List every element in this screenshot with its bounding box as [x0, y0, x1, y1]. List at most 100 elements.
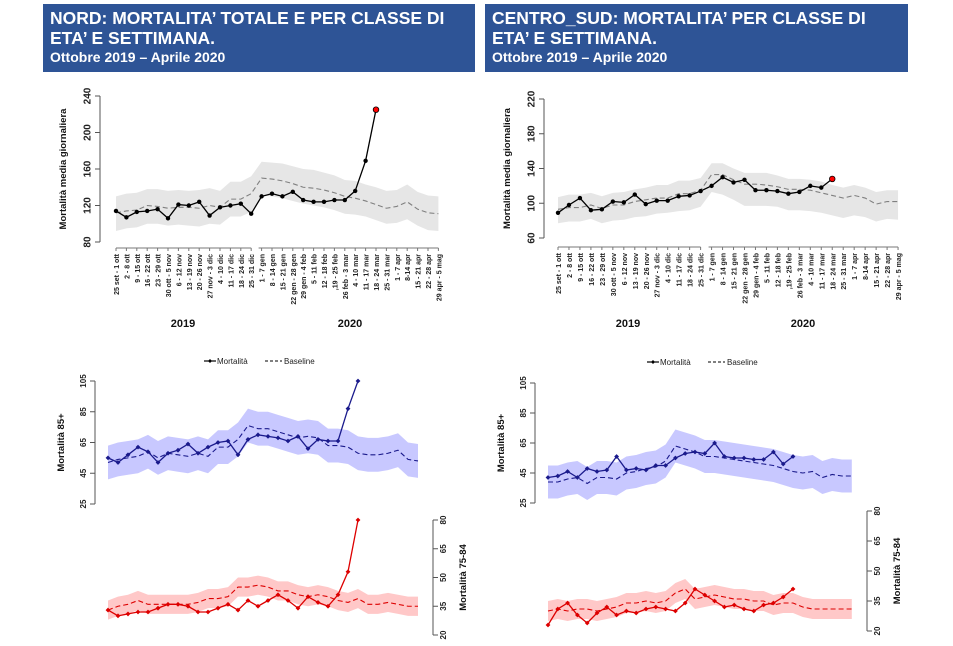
- y-tick-label: 240: [83, 87, 94, 104]
- confidence-band: [548, 579, 852, 621]
- mortality-point: [145, 609, 151, 615]
- mortality-point: [682, 451, 688, 456]
- mortality-point: [643, 467, 649, 473]
- mortality-point: [115, 613, 121, 619]
- confidence-band: [548, 429, 852, 500]
- x-category-label: 4 - 10 mar: [808, 253, 815, 286]
- mortality-point: [235, 452, 241, 458]
- mortality-point: [301, 197, 306, 203]
- mortality-point: [624, 467, 629, 473]
- mortality-point: [205, 444, 211, 450]
- y-tick-label: 160: [83, 160, 94, 177]
- mortality-point: [145, 208, 150, 214]
- mortality-point: [566, 202, 572, 208]
- mortality-point: [355, 378, 361, 384]
- mortality-point: [185, 603, 191, 609]
- x-category-label: 25 set - 1 ott: [114, 253, 121, 295]
- mortality-point: [195, 450, 201, 456]
- mortality-point: [790, 586, 796, 592]
- x-category-label: 5 - 11 feb: [764, 253, 771, 283]
- mortality-point: [325, 438, 331, 444]
- mortality-point: [742, 177, 747, 182]
- y-tick-label: 60: [527, 232, 538, 244]
- mortality-point: [654, 198, 659, 203]
- x-category-label: 9 - 15 ott: [578, 252, 585, 281]
- mortality-point: [722, 604, 727, 610]
- x-category-label: 22 gen - 28 gen: [742, 253, 749, 304]
- mortality-point: [751, 608, 757, 614]
- x-category-label: 23 - 29 ott: [600, 252, 607, 285]
- x-category-label: 2 - 8 ott: [567, 252, 574, 278]
- mortality-point: [355, 517, 361, 523]
- x-category-label: 4 - 10 dic: [666, 253, 673, 283]
- mortality-point: [353, 188, 358, 194]
- x-category-label: 4 - 10 dic: [218, 254, 225, 284]
- x-category-label: 11 - 17 mar: [819, 253, 826, 289]
- mortality-point: [295, 605, 301, 611]
- mortality-point: [238, 201, 243, 206]
- mortality-point: [165, 450, 171, 456]
- y-tick-label: 65: [79, 438, 88, 447]
- mortality-point: [342, 197, 347, 203]
- mortality-point: [245, 437, 251, 442]
- mortality-point: [575, 612, 580, 618]
- mortality-point: [249, 211, 254, 216]
- mortality-point: [643, 201, 648, 207]
- x-category-label: 1 - 7 gen: [260, 254, 267, 282]
- mortality-point: [265, 598, 271, 603]
- x-category-label: 2 - 8 ott: [124, 253, 131, 279]
- mortality-point: [185, 441, 191, 447]
- mortality-point: [315, 600, 321, 605]
- mortality-point: [255, 603, 261, 609]
- mortality-point: [315, 437, 321, 442]
- y-tick-label: 85: [79, 407, 88, 416]
- y-tick-label: 105: [519, 376, 528, 390]
- mortality-point: [321, 199, 327, 205]
- x-category-label: 1 - 7 apr: [852, 253, 859, 280]
- x-category-label: 22 - 28 apr: [885, 253, 892, 288]
- mortality-point: [663, 606, 668, 612]
- mortality-point: [731, 180, 736, 185]
- mortality-point: [545, 475, 551, 480]
- year-label: 2020: [338, 318, 362, 330]
- mortality-point: [751, 457, 757, 462]
- y-tick-label: 35: [439, 601, 448, 610]
- x-category-label: 11 - 17 dic: [677, 253, 684, 287]
- mortality-point: [797, 189, 802, 195]
- x-category-label: 15 - 21 apr: [416, 254, 423, 289]
- mortality-point: [225, 601, 231, 607]
- mortality-point: [215, 440, 221, 445]
- x-category-label: 12 - 18 feb: [322, 254, 329, 288]
- mortality-point: [113, 208, 119, 214]
- mortality-point: [682, 600, 688, 606]
- x-category-label: 8-14 apr: [405, 254, 412, 281]
- y-tick-label: 20: [873, 626, 882, 635]
- chart-cs_85: 25 45 65 85 105 Mortalità 85+: [496, 376, 852, 507]
- mortality-point: [771, 600, 776, 606]
- y-axis-title: Mortalità 75-84: [892, 537, 903, 604]
- mortality-point: [604, 604, 610, 610]
- y-axis-title: Mortalità 85+: [56, 413, 67, 472]
- y-tick-label: 180: [527, 125, 538, 142]
- mortality-point: [584, 620, 590, 626]
- mortality-point: [775, 188, 780, 194]
- mortality-point: [195, 609, 201, 615]
- mortality-last-point: [372, 106, 380, 113]
- mortality-point: [335, 438, 341, 444]
- mortality-point: [125, 452, 131, 458]
- mortality-point: [197, 199, 202, 205]
- y-tick-label: 35: [873, 596, 882, 605]
- mortality-line: [107, 380, 359, 464]
- mortality-point: [545, 622, 551, 628]
- mortality-point: [135, 444, 141, 450]
- mortality-point: [285, 598, 291, 603]
- baseline-line: [557, 174, 899, 210]
- x-category-label: 16 - 22 ott: [145, 253, 152, 286]
- mortality-point: [345, 406, 351, 412]
- x-category-label: 27 nov - 3 dic: [655, 253, 662, 297]
- mortality-point: [819, 185, 824, 190]
- mortality-point: [311, 199, 316, 205]
- mortality-point: [780, 461, 786, 467]
- mortality-point: [175, 601, 181, 607]
